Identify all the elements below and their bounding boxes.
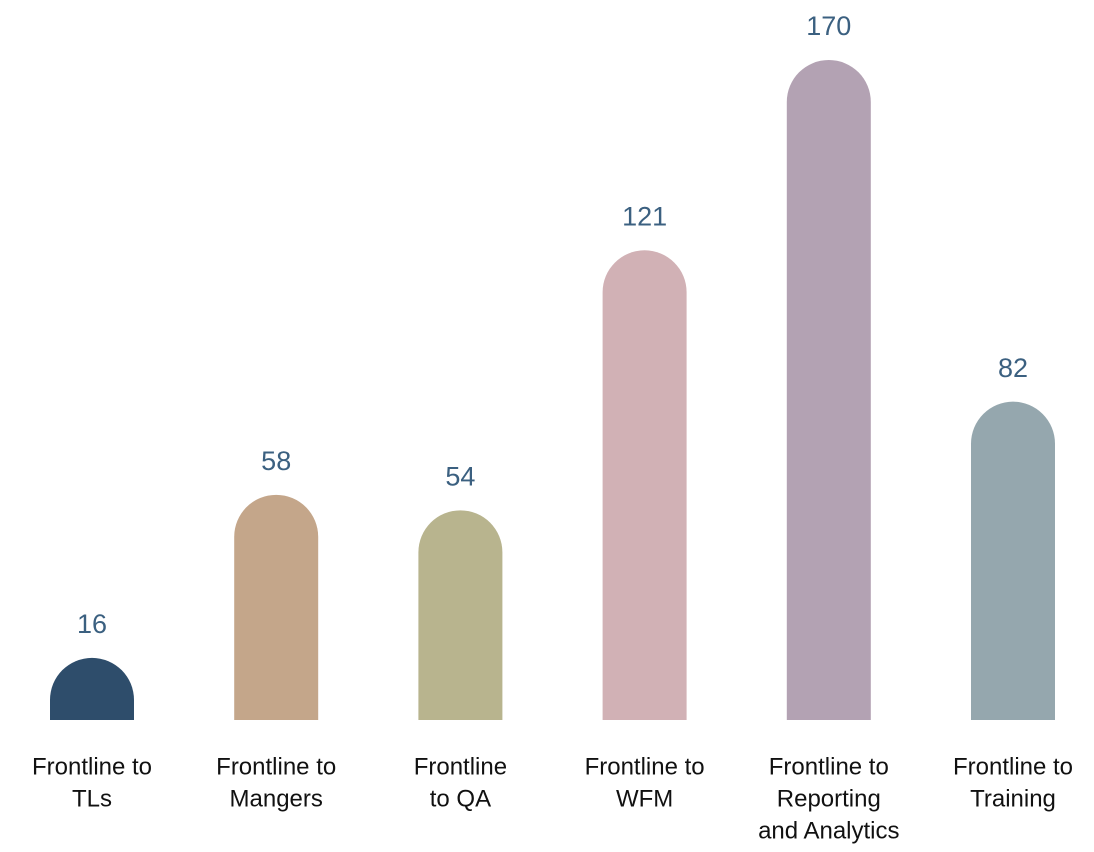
bar	[234, 494, 319, 720]
category-label: WFM	[616, 785, 673, 812]
category-label: to QA	[430, 785, 491, 812]
category-label: Frontline to	[216, 753, 336, 780]
category-label: Mangers	[230, 785, 323, 812]
bar	[602, 250, 687, 720]
bar	[50, 657, 134, 720]
value-label: 121	[622, 201, 667, 231]
category-label: Frontline to	[769, 753, 889, 780]
category-label: Frontline to	[32, 753, 152, 780]
value-label: 82	[998, 353, 1028, 383]
bar	[418, 510, 503, 720]
category-label: Frontline to	[953, 753, 1073, 780]
value-label: 170	[806, 11, 851, 41]
category-label: Reporting	[777, 785, 881, 812]
category-label: TLs	[72, 785, 112, 812]
value-label: 16	[77, 609, 107, 639]
category-label: Training	[970, 785, 1056, 812]
category-label: Frontline to	[585, 753, 705, 780]
category-label: and Analytics	[758, 817, 899, 844]
bar	[971, 401, 1055, 720]
bar	[786, 60, 871, 720]
category-label: Frontline	[414, 753, 507, 780]
value-label: 54	[445, 461, 475, 491]
value-label: 58	[261, 446, 291, 476]
